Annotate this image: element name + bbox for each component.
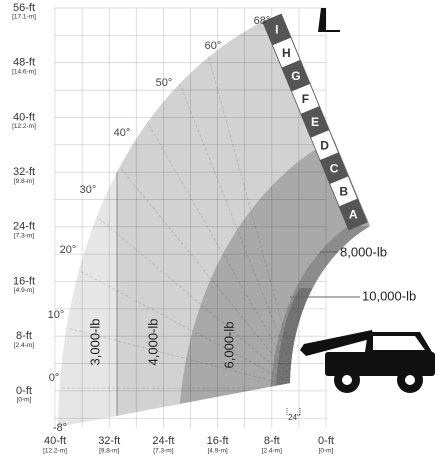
angle-label: 10° [48,309,65,321]
angle-line [100,143,301,389]
x-axis-label: 8-ft [264,435,280,447]
hub [342,375,352,385]
y-axis-metric: [12.2-m] [12,123,36,130]
grid-overlay [54,7,327,428]
angle-line [132,96,301,389]
y-axis-metric: [2.4-m] [14,342,34,349]
y-axis-metric: [7.3-m] [14,233,34,240]
window [373,336,425,350]
x-axis-label: 24-ft [152,435,174,447]
zone-label: 4,000-lb [145,319,160,366]
y-axis-metric: [14.6-m] [12,68,36,75]
angle-label: 20° [60,244,77,256]
section-label: C [330,161,339,175]
x-axis-label: 40-ft [44,435,66,447]
section [338,198,368,231]
angle-label: 0° [49,372,60,384]
section-label: G [291,69,300,83]
zone-label: 6,000-lb [221,322,236,369]
angle-label: -8° [53,422,67,434]
angle-line [202,35,301,389]
y-axis-label: 24-ft [13,221,35,233]
telehandler-icon [300,330,435,393]
angle-label: 50° [156,77,173,89]
angle-label: 68° [254,15,271,27]
x-axis-metric: [0-m] [319,448,334,455]
y-axis-metric: [9.8-m] [14,178,34,185]
angle-label: 30° [80,184,97,196]
y-axis-metric: [0-m] [17,397,32,404]
y-axis-metric: [4.9-m] [14,287,34,294]
x-axis-metric: [2.4-m] [262,448,282,455]
tip-icon [318,8,340,32]
zone-label: 3,000-lb [87,319,102,366]
section-label: D [320,138,329,152]
x-axis-metric: [9.8-m] [99,448,119,455]
angle-label: 60° [205,40,222,52]
zone-label: 10,000-lb [362,288,416,303]
y-axis-label: 40-ft [13,111,35,123]
y-axis-label: 0-ft [16,385,32,397]
section-label: E [311,115,319,129]
y-axis-label: 16-ft [13,275,35,287]
section-label: H [282,46,291,60]
angle-label: 40° [114,127,131,139]
x-axis-label: 0-ft [318,435,334,447]
section-label: A [349,208,358,222]
x-axis-metric: [7.3-m] [153,448,173,455]
clearance-label: 24" [288,413,300,422]
y-axis-label: 48-ft [13,57,35,69]
x-axis-metric: [12.2-m] [43,448,67,455]
section-label: F [302,92,309,106]
section-label: I [275,23,278,37]
y-axis-label: 32-ft [13,166,35,178]
zone-label: 8,000-lb [340,244,387,259]
x-axis-label: 32-ft [98,435,120,447]
y-axis-label: 56-ft [13,2,35,14]
x-axis-metric: [4.9-m] [207,448,227,455]
angle-line [58,257,301,389]
y-axis-metric: [17.1-m] [12,14,36,21]
angle-line [58,321,301,389]
section-label: B [339,185,348,199]
boom [300,330,374,356]
x-axis-label: 16-ft [207,435,229,447]
angle-line [74,197,301,389]
y-axis-label: 8-ft [16,330,32,342]
angle-line [169,58,301,389]
hub [405,375,415,385]
